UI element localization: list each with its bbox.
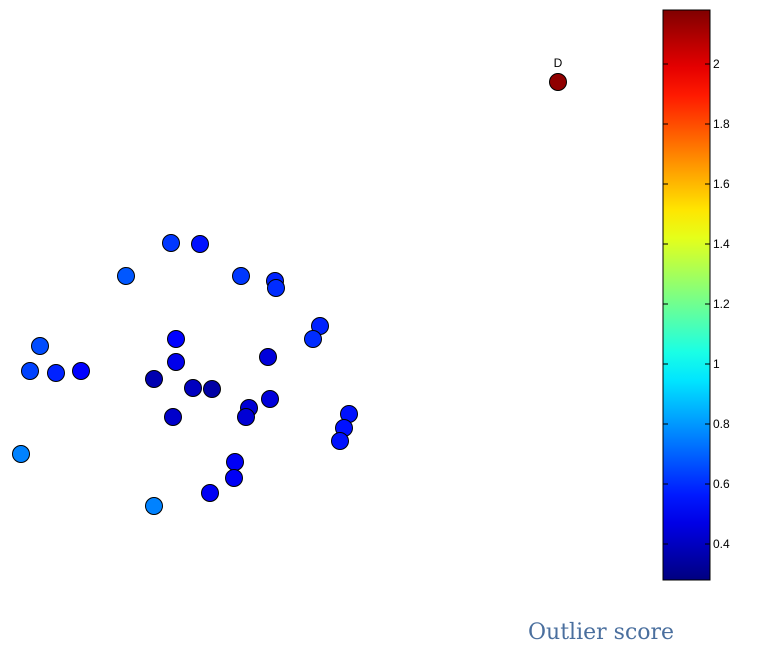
colorbar-ticks: 0.4 0.6 0.8 1 1.2 1.4 1.6 1.8 2 [663, 57, 730, 551]
data-point [162, 234, 180, 252]
data-point [549, 73, 567, 91]
data-point [232, 267, 250, 285]
point-label: D [554, 56, 563, 70]
data-point [237, 408, 255, 426]
data-point [226, 453, 244, 471]
data-point [225, 469, 243, 487]
data-point [72, 362, 90, 380]
data-point [145, 370, 163, 388]
data-point [31, 337, 49, 355]
data-point [201, 484, 219, 502]
colorbar-tick-label: 1 [713, 357, 720, 371]
data-point [145, 497, 163, 515]
data-point [21, 362, 39, 380]
points-layer: D [12, 56, 567, 515]
colorbar: 0.4 0.6 0.8 1 1.2 1.4 1.6 1.8 2 [662, 9, 730, 581]
data-point [184, 379, 202, 397]
colorbar-tick-label: 1.2 [713, 297, 730, 311]
colorbar-caption: Outlier score [528, 620, 675, 645]
colorbar-tick-label: 0.4 [713, 537, 730, 551]
colorbar-tick-label: 1.4 [713, 237, 730, 251]
data-point [261, 390, 279, 408]
data-point [47, 364, 65, 382]
colorbar-gradient [662, 9, 711, 581]
colorbar-tick-label: 2 [713, 57, 720, 71]
data-point [12, 445, 30, 463]
data-point [331, 432, 349, 450]
data-point [117, 267, 135, 285]
data-point [167, 330, 185, 348]
colorbar-tick-label: 0.6 [713, 477, 730, 491]
data-point [167, 353, 185, 371]
data-point [267, 279, 285, 297]
data-point [304, 330, 322, 348]
data-point [164, 408, 182, 426]
colorbar-tick-label: 0.8 [713, 417, 730, 431]
colorbar-tick-label: 1.8 [713, 117, 730, 131]
colorbar-tick-label: 1.6 [713, 177, 730, 191]
data-point [203, 380, 221, 398]
data-point [191, 235, 209, 253]
data-point [259, 348, 277, 366]
